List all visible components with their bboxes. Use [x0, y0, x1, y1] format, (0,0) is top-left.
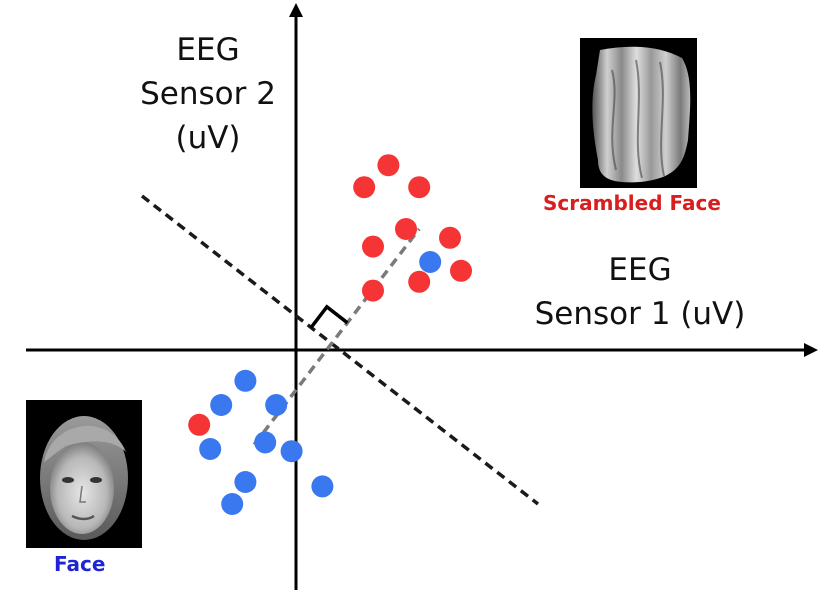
face-point-5 — [199, 438, 222, 460]
face-point-6 — [254, 431, 277, 454]
scrambled-face-point-2 — [353, 176, 376, 199]
scrambled-face-point-7 — [450, 259, 472, 282]
right-angle-marker — [309, 304, 349, 329]
y-axis-arrowhead — [289, 3, 303, 17]
face-point-10 — [221, 493, 244, 515]
y-axis-label-line-2: Sensor 2 — [140, 76, 276, 112]
face-caption: Face — [54, 552, 106, 576]
face-point-3 — [210, 394, 233, 416]
scrambled-face-point-9 — [362, 279, 384, 302]
face-point-1 — [419, 251, 442, 273]
x-axis-label-line-2: Sensor 1 (uV) — [534, 296, 746, 332]
decision-boundary-line — [140, 194, 540, 506]
face-photo — [26, 400, 142, 548]
scrambled-face-point-3 — [408, 176, 431, 199]
scrambled-face-photo — [580, 38, 697, 188]
scrambled-face-caption: Scrambled Face — [543, 191, 721, 215]
face-point-7 — [280, 440, 303, 463]
y-axis-label: EEG Sensor 2 (uV) — [120, 28, 296, 160]
scrambled-face-point-10 — [188, 413, 211, 436]
x-axis-label-line-1: EEG — [608, 252, 672, 288]
face-point-9 — [311, 475, 334, 498]
scrambled-face-point-6 — [439, 226, 461, 249]
scrambled-face-point-5 — [362, 235, 384, 258]
axes — [26, 3, 818, 590]
y-axis-label-line-3: (uV) — [175, 120, 241, 156]
scrambled-face-point-8 — [408, 270, 431, 293]
face-point-8 — [234, 471, 257, 493]
data-points — [188, 154, 472, 515]
x-axis-arrowhead — [804, 343, 818, 357]
x-axis-label: EEG Sensor 1 (uV) — [520, 248, 760, 336]
scrambled-face-point-1 — [377, 154, 400, 177]
scrambled-face-point-4 — [395, 218, 417, 240]
face-point-4 — [265, 394, 288, 416]
y-axis-label-line-1: EEG — [176, 32, 240, 68]
face-point-2 — [234, 369, 257, 392]
